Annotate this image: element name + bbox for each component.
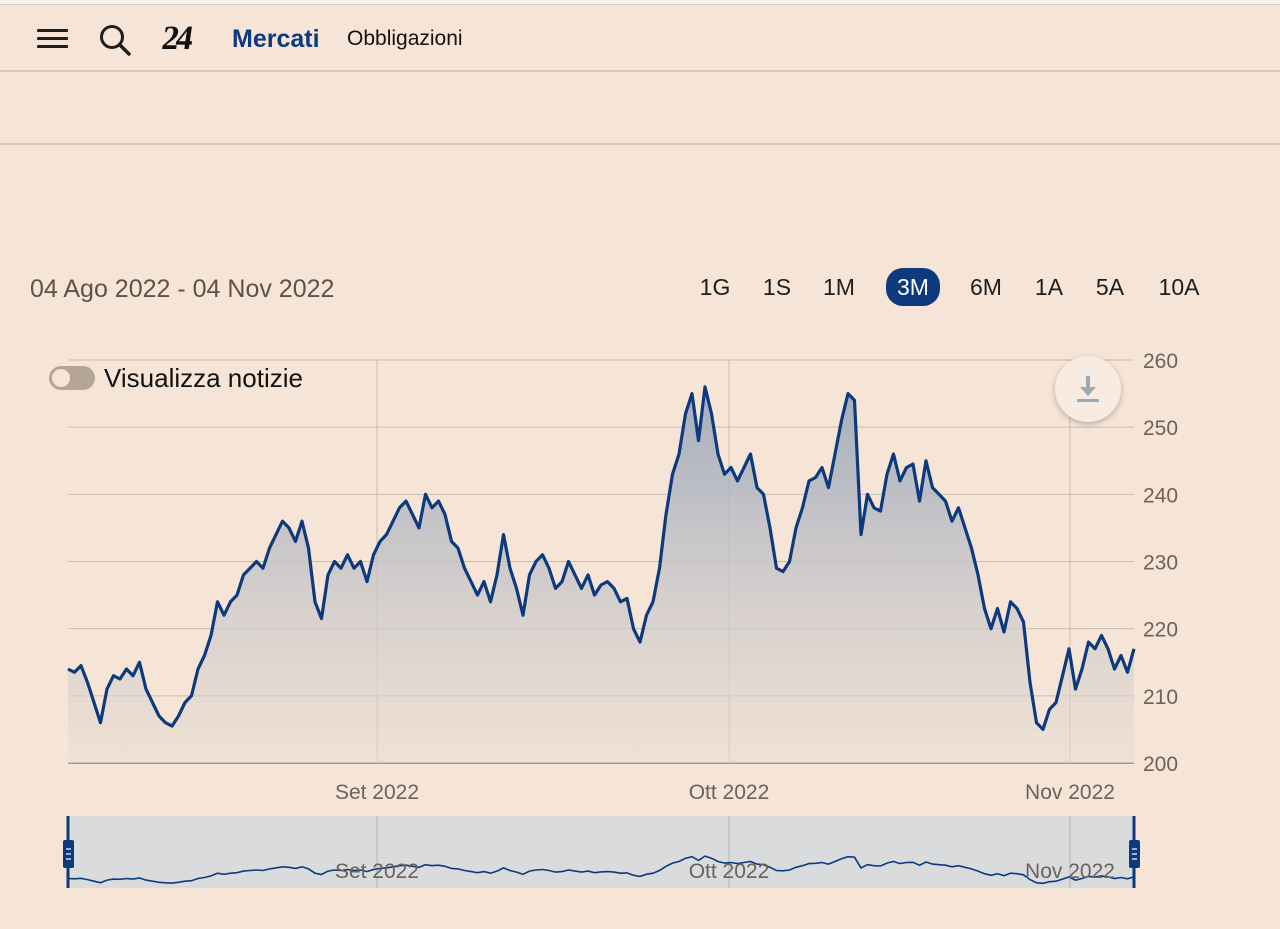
- navigator-x-tick-label: Ott 2022: [689, 860, 770, 883]
- y-tick-label: 250: [1143, 417, 1178, 440]
- navigator-line: [67, 855, 1135, 885]
- download-button[interactable]: [1055, 356, 1121, 422]
- site-header: 24 Mercati Obbligazioni: [0, 5, 1280, 70]
- header-divider: [0, 70, 1280, 72]
- navigator-x-tick-label: Set 2022: [335, 860, 419, 883]
- y-tick-label: 240: [1143, 484, 1178, 507]
- news-toggle[interactable]: [49, 366, 95, 390]
- x-tick-label: Set 2022: [335, 781, 419, 804]
- brand-link[interactable]: Mercati: [232, 25, 320, 53]
- navigator-x-tick-label: Nov 2022: [1025, 860, 1115, 883]
- price-area: [68, 386, 1134, 763]
- band-divider: [0, 143, 1280, 145]
- y-tick-label: 260: [1143, 350, 1178, 373]
- hamburger-menu-icon[interactable]: [37, 27, 69, 51]
- period-6m[interactable]: 6M: [970, 274, 1002, 300]
- period-5a[interactable]: 5A: [1095, 274, 1125, 300]
- y-tick-label: 200: [1143, 753, 1178, 776]
- navigator-right-handle[interactable]: [1129, 840, 1140, 868]
- download-icon: [1077, 376, 1099, 402]
- navigator-window[interactable]: [68, 816, 1134, 888]
- period-1a[interactable]: 1A: [1034, 274, 1064, 300]
- period-1m[interactable]: 1M: [823, 274, 855, 300]
- y-tick-label: 230: [1143, 552, 1178, 575]
- y-tick-label: 210: [1143, 686, 1178, 709]
- x-tick-label: Nov 2022: [1025, 781, 1115, 804]
- x-tick-label: Ott 2022: [689, 781, 770, 804]
- date-range-label: 04 Ago 2022 - 04 Nov 2022: [30, 275, 335, 303]
- top-strip: [0, 0, 1280, 5]
- news-toggle-label: Visualizza notizie: [104, 363, 303, 393]
- period-1g[interactable]: 1G: [699, 274, 731, 300]
- period-10a[interactable]: 10A: [1158, 274, 1200, 300]
- navigator-left-handle[interactable]: [63, 840, 74, 868]
- period-3m[interactable]: 3M: [886, 268, 940, 306]
- y-tick-label: 220: [1143, 619, 1178, 642]
- price-line: [67, 385, 1136, 731]
- period-1s[interactable]: 1S: [762, 274, 792, 300]
- toggle-knob: [52, 369, 70, 387]
- search-icon[interactable]: [98, 23, 132, 57]
- section-title[interactable]: Obbligazioni: [347, 27, 463, 50]
